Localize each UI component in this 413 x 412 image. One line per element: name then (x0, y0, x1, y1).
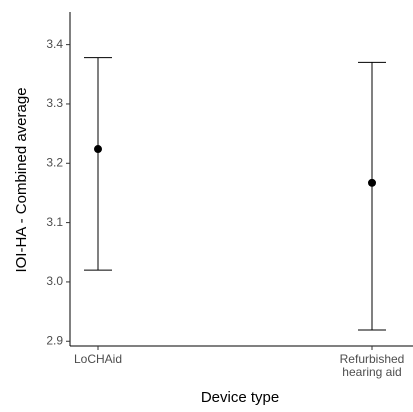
x-tick-label: Refurbished hearing aid (339, 352, 405, 379)
x-tick-label: LoCHAid (73, 352, 123, 366)
x-axis-title: Device type (201, 389, 279, 406)
y-tick-label: 3.2 (46, 155, 63, 169)
y-axis-title: IOI-HA - Combined average (13, 87, 30, 272)
y-tick-label: 3.1 (46, 215, 63, 229)
point (94, 145, 102, 154)
point (368, 178, 376, 187)
y-tick-label: 3.4 (46, 37, 63, 51)
y-tick-label: 3.0 (46, 274, 63, 288)
y-tick-label: 2.9 (46, 333, 63, 347)
y-tick-label: 3.3 (46, 96, 63, 110)
